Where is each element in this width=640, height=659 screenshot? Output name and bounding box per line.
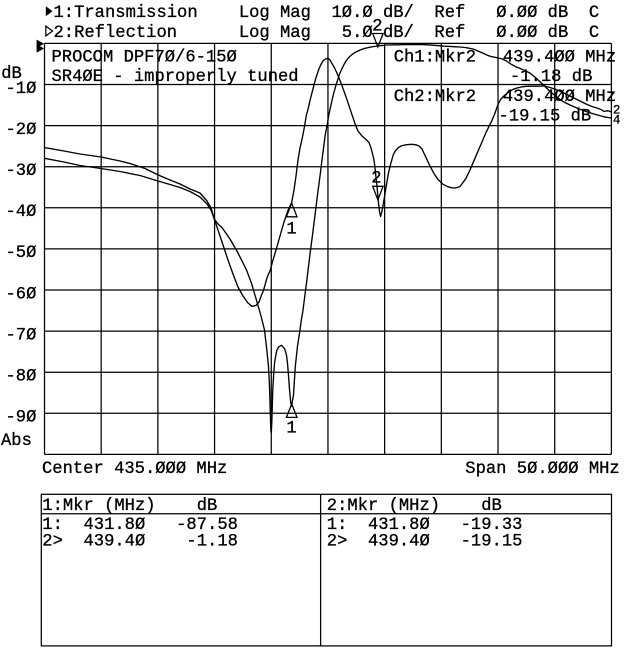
svg-text:-1.18 dB: -1.18 dB <box>510 68 592 87</box>
svg-text:2:Mkr (MHz) dB: 2:Mkr (MHz) dB <box>327 497 502 516</box>
svg-text:SR4ØE - improperly tuned: SR4ØE - improperly tuned <box>52 68 299 87</box>
svg-text:2> 439.4Ø -1.18: 2> 439.4Ø -1.18 <box>42 532 238 551</box>
svg-text:1: 431.8Ø -87.58: 1: 431.8Ø -87.58 <box>42 516 238 535</box>
svg-text:-8Ø: -8Ø <box>6 368 37 387</box>
svg-text:2> 439.4Ø -19.15: 2> 439.4Ø -19.15 <box>327 532 523 551</box>
svg-text:-1Ø: -1Ø <box>6 80 37 99</box>
svg-text:PROCOM DPF7Ø/6-15Ø: PROCOM DPF7Ø/6-15Ø <box>52 48 237 67</box>
svg-text:-19.15 dB: -19.15 dB <box>499 107 592 126</box>
svg-text:-6Ø: -6Ø <box>6 285 37 304</box>
svg-text:2: 2 <box>372 17 382 36</box>
svg-text:1:Mkr (MHz) dB: 1:Mkr (MHz) dB <box>42 497 217 516</box>
svg-text:Ch1:Mkr2: Ch1:Mkr2 <box>394 48 476 67</box>
svg-text:-2Ø: -2Ø <box>6 121 37 140</box>
svg-text:1:Transmission Log Mag 1Ø.: 1:Transmission Log Mag 1Ø.Ø dB/ Ref Ø.ØØ… <box>54 4 600 23</box>
svg-text:439.4ØØ MHz: 439.4ØØ MHz <box>503 48 616 67</box>
svg-text:439.4ØØ MHz: 439.4ØØ MHz <box>503 88 616 107</box>
svg-text:1: 1 <box>286 221 296 240</box>
svg-text:-5Ø: -5Ø <box>6 244 37 263</box>
svg-text:1: 1 <box>286 420 296 439</box>
svg-text:1: 431.8Ø -19.33: 1: 431.8Ø -19.33 <box>327 516 523 535</box>
svg-text:2: 2 <box>371 170 381 189</box>
svg-text:2:Reflection Log Mag 5.: 2:Reflection Log Mag 5.Ø dB/ Ref Ø.ØØ dB… <box>54 24 600 43</box>
svg-text:Abs: Abs <box>1 432 32 451</box>
svg-text:-9Ø: -9Ø <box>6 409 37 428</box>
svg-text:dB: dB <box>1 65 22 84</box>
svg-text:-3Ø: -3Ø <box>6 162 37 181</box>
svg-text:Span 5Ø.ØØØ MHz: Span 5Ø.ØØØ MHz <box>465 460 619 479</box>
svg-text:2: 2 <box>613 104 621 118</box>
svg-text:Ch2:Mkr2: Ch2:Mkr2 <box>394 88 476 107</box>
svg-text:Center 435.ØØØ MHz: Center 435.ØØØ MHz <box>42 460 227 479</box>
svg-text:4: 4 <box>613 114 621 128</box>
svg-text:-4Ø: -4Ø <box>6 203 37 222</box>
svg-text:-7Ø: -7Ø <box>6 326 37 345</box>
